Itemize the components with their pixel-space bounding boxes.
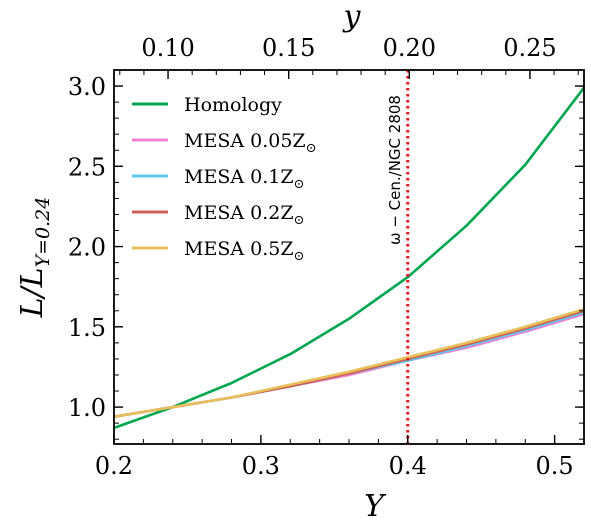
y-axis-label: L/LY=0.24 [15, 197, 54, 319]
top-tick-label: 0.10 [141, 34, 194, 62]
legend-label: MESA 0.1Z⊙ [184, 166, 304, 192]
top-tick-label: 0.15 [262, 34, 315, 62]
x-tick-label: 0.5 [536, 452, 574, 480]
y-axis-label-sub: Y=0.24 [32, 197, 54, 268]
legend-label: MESA 0.05Z⊙ [184, 130, 317, 156]
y-tick-label: 2.5 [68, 153, 106, 181]
top-axis-label: y [342, 0, 362, 34]
legend-label: MESA 0.2Z⊙ [184, 202, 304, 228]
y-tick-label: 3.0 [68, 73, 106, 101]
y-axis-label-main: L/L [15, 267, 50, 318]
top-tick-label: 0.25 [503, 34, 556, 62]
series-line [114, 309, 584, 418]
legend-label: Homology [184, 94, 282, 116]
x-tick-label: 0.4 [389, 452, 427, 480]
y-tick-label: 2.0 [68, 234, 106, 262]
series-line [114, 86, 584, 430]
x-tick-label: 0.2 [95, 452, 133, 480]
x-axis-label: Y [364, 489, 387, 522]
y-tick-label: 1.5 [68, 314, 106, 342]
x-tick-label: 0.3 [242, 452, 280, 480]
y-tick-label: 1.0 [68, 394, 106, 422]
vline-annotation: ω − Cen./NGC 2808 [386, 95, 404, 245]
series-line [114, 307, 584, 418]
legend-label: MESA 0.5Z⊙ [184, 238, 304, 264]
top-tick-label: 0.20 [383, 34, 436, 62]
